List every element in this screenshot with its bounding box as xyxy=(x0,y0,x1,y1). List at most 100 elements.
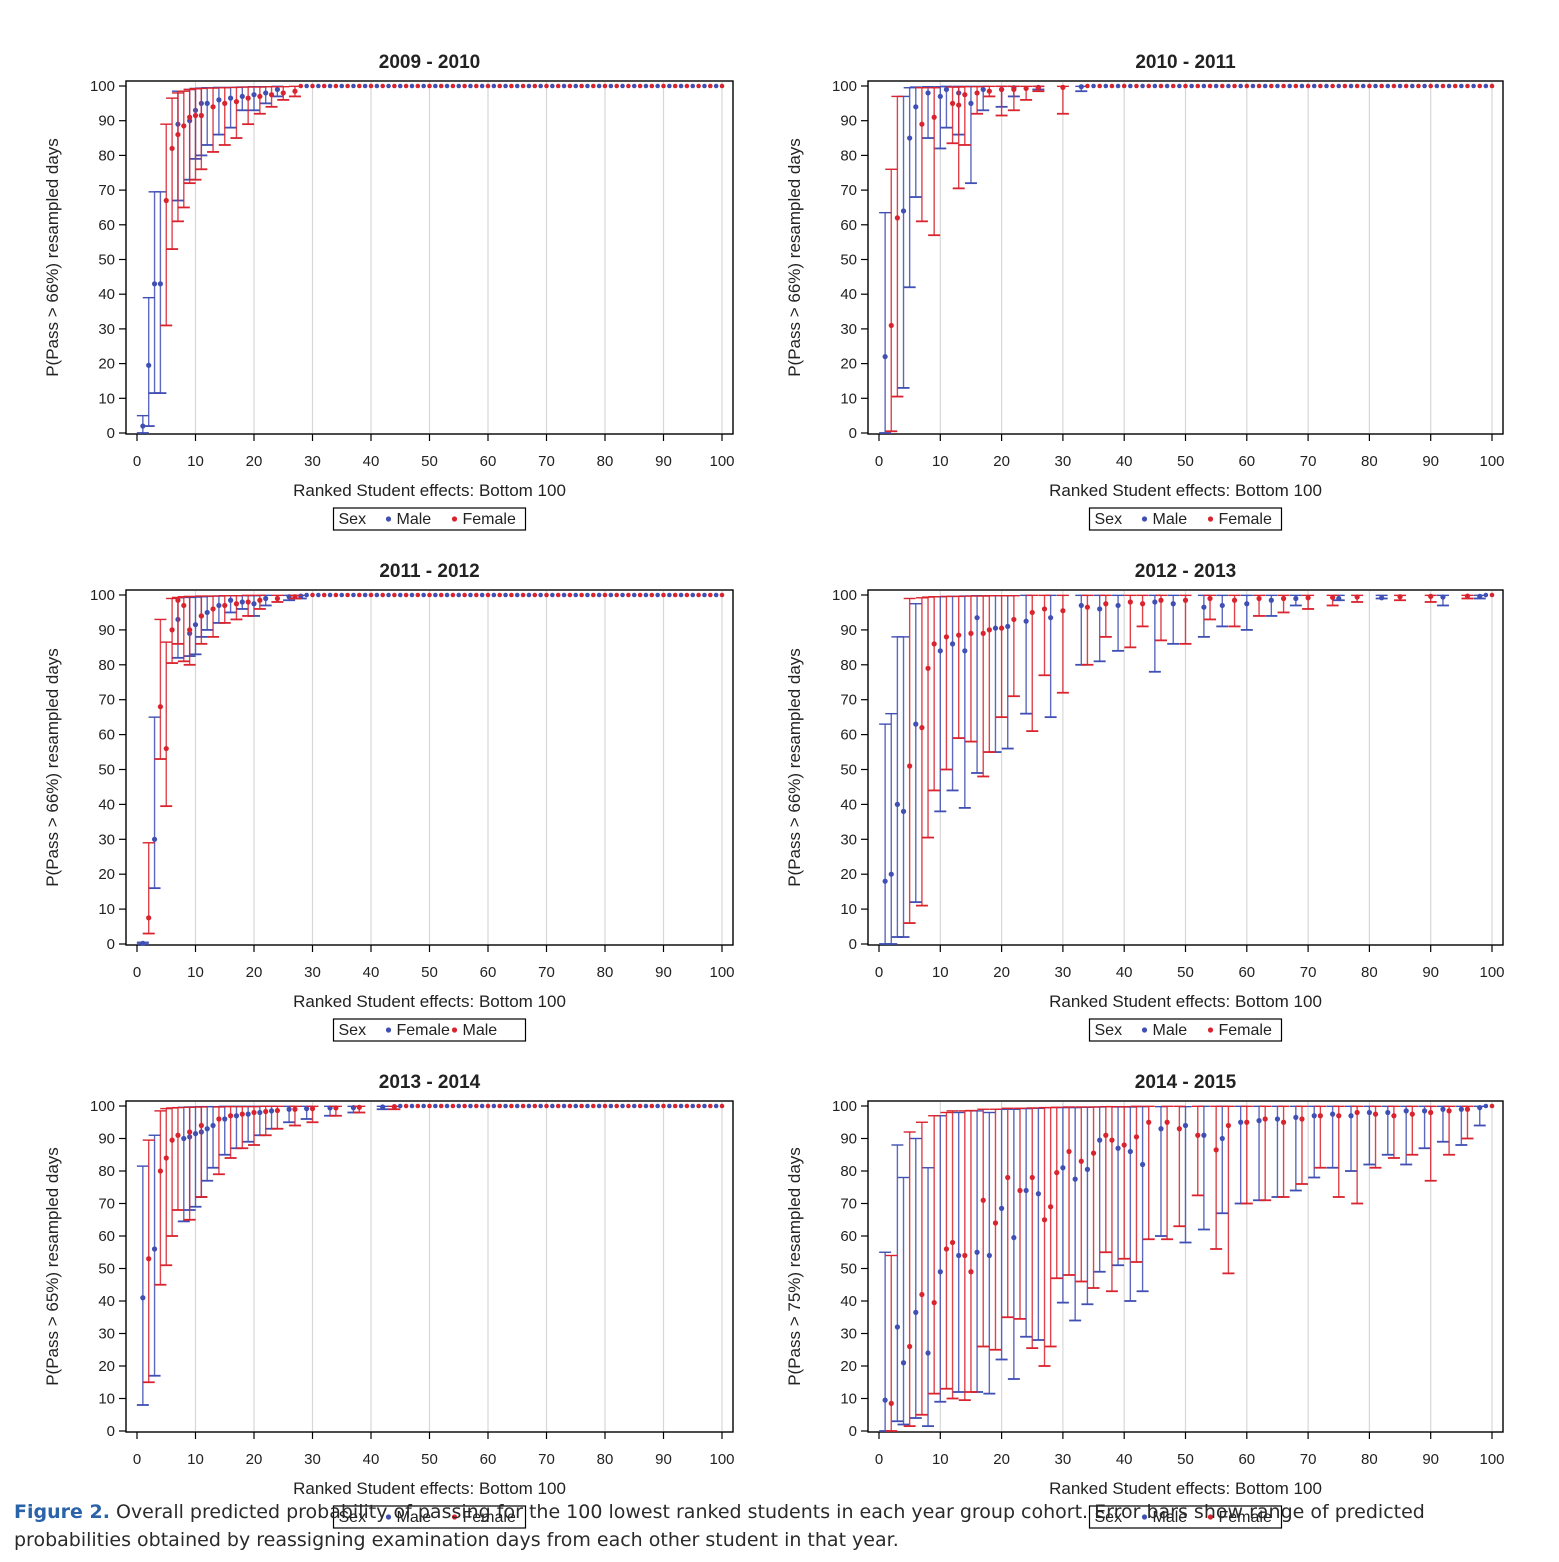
chart-title: 2011 - 2012 xyxy=(379,561,479,582)
data-point xyxy=(907,1343,913,1350)
data-point xyxy=(999,1205,1005,1211)
data-point xyxy=(561,83,567,89)
data-point xyxy=(1305,83,1311,89)
data-point xyxy=(1330,594,1336,601)
chart-panel-1: 2009 - 2010 0 10 20 30 40 50 60 70 80 90 100 0 10 20 30… xyxy=(43,52,735,531)
data-point xyxy=(643,83,649,89)
data-point xyxy=(1244,601,1250,607)
data-point xyxy=(333,83,339,89)
data-point xyxy=(555,592,561,598)
data-point xyxy=(900,208,907,214)
top-row-points xyxy=(1085,83,1495,89)
series-1 xyxy=(879,84,1088,434)
data-point xyxy=(216,1116,222,1122)
data-point xyxy=(1035,1191,1041,1197)
data-point xyxy=(415,1103,421,1109)
data-point xyxy=(1103,1132,1109,1138)
data-point xyxy=(573,592,579,598)
data-point xyxy=(888,1400,894,1406)
x-tick-label: 100 xyxy=(1479,453,1504,470)
data-point xyxy=(532,1103,538,1109)
y-tick-label: 60 xyxy=(98,1228,115,1245)
data-point xyxy=(444,83,450,89)
data-point xyxy=(263,595,269,602)
y-axis-label: P(Pass > 75%) resampled days xyxy=(785,1147,804,1386)
data-point xyxy=(362,83,368,89)
data-point xyxy=(1311,1113,1317,1119)
data-point xyxy=(310,83,315,89)
legend-box xyxy=(332,507,527,531)
y-tick-label: 30 xyxy=(98,321,115,338)
data-point xyxy=(672,1103,678,1109)
data-point xyxy=(1440,1106,1446,1112)
data-point xyxy=(708,592,713,598)
data-point xyxy=(702,83,707,89)
data-point xyxy=(949,641,956,647)
data-point xyxy=(514,1103,520,1109)
x-tick-label: 0 xyxy=(133,1451,141,1468)
x-tick-label: 80 xyxy=(597,453,614,470)
data-point xyxy=(1489,592,1495,598)
x-tick-label: 80 xyxy=(597,1451,614,1468)
data-point xyxy=(925,665,931,671)
data-point xyxy=(637,83,643,89)
data-point xyxy=(1066,1148,1072,1155)
data-point xyxy=(292,1106,298,1112)
data-point xyxy=(1023,1187,1029,1194)
data-point xyxy=(204,100,210,106)
data-point xyxy=(538,83,543,89)
data-point xyxy=(146,1256,152,1262)
data-point xyxy=(1078,84,1084,90)
data-point xyxy=(882,354,888,360)
data-point xyxy=(1409,1111,1415,1117)
data-point xyxy=(181,123,187,129)
data-point xyxy=(468,592,473,598)
data-point xyxy=(403,83,409,89)
x-tick-label: 60 xyxy=(480,964,497,981)
data-point xyxy=(913,104,919,110)
data-point xyxy=(1311,83,1317,89)
x-tick-label: 70 xyxy=(1300,964,1317,981)
data-point xyxy=(943,86,950,93)
x-tick-label: 90 xyxy=(655,964,672,981)
data-point xyxy=(999,86,1005,93)
data-point xyxy=(351,592,356,598)
data-point xyxy=(1318,83,1323,89)
series-1 xyxy=(136,1104,389,1406)
data-point xyxy=(579,83,584,89)
data-point xyxy=(894,801,900,808)
series-2 xyxy=(142,1104,401,1384)
data-point xyxy=(1379,595,1385,601)
legend-marker xyxy=(1207,516,1214,522)
data-point xyxy=(591,83,596,89)
data-point xyxy=(228,1113,234,1119)
data-point xyxy=(1158,1126,1164,1132)
data-point xyxy=(1158,597,1164,603)
x-tick-label: 70 xyxy=(538,453,555,470)
data-point xyxy=(1256,83,1262,89)
data-point xyxy=(1477,83,1483,89)
data-point xyxy=(631,592,637,598)
data-point xyxy=(1170,601,1176,607)
data-point xyxy=(1078,1158,1084,1164)
data-point xyxy=(1085,83,1090,89)
data-point xyxy=(962,1252,968,1259)
data-point xyxy=(1182,597,1189,603)
data-point xyxy=(1281,83,1286,89)
data-point xyxy=(1483,83,1489,89)
x-tick-label: 0 xyxy=(875,453,883,470)
y-tick-label: 10 xyxy=(98,390,115,407)
legend-box xyxy=(332,1505,527,1529)
data-point xyxy=(222,602,228,609)
data-point xyxy=(497,592,503,598)
data-point xyxy=(596,83,602,89)
legend-marker xyxy=(1207,1027,1214,1033)
data-point xyxy=(1183,83,1188,89)
data-point xyxy=(357,83,362,89)
data-point xyxy=(626,1103,631,1109)
data-point xyxy=(392,83,397,89)
x-tick-label: 50 xyxy=(421,453,438,470)
data-point xyxy=(620,1103,625,1109)
data-point xyxy=(316,592,321,598)
data-point xyxy=(392,592,397,598)
